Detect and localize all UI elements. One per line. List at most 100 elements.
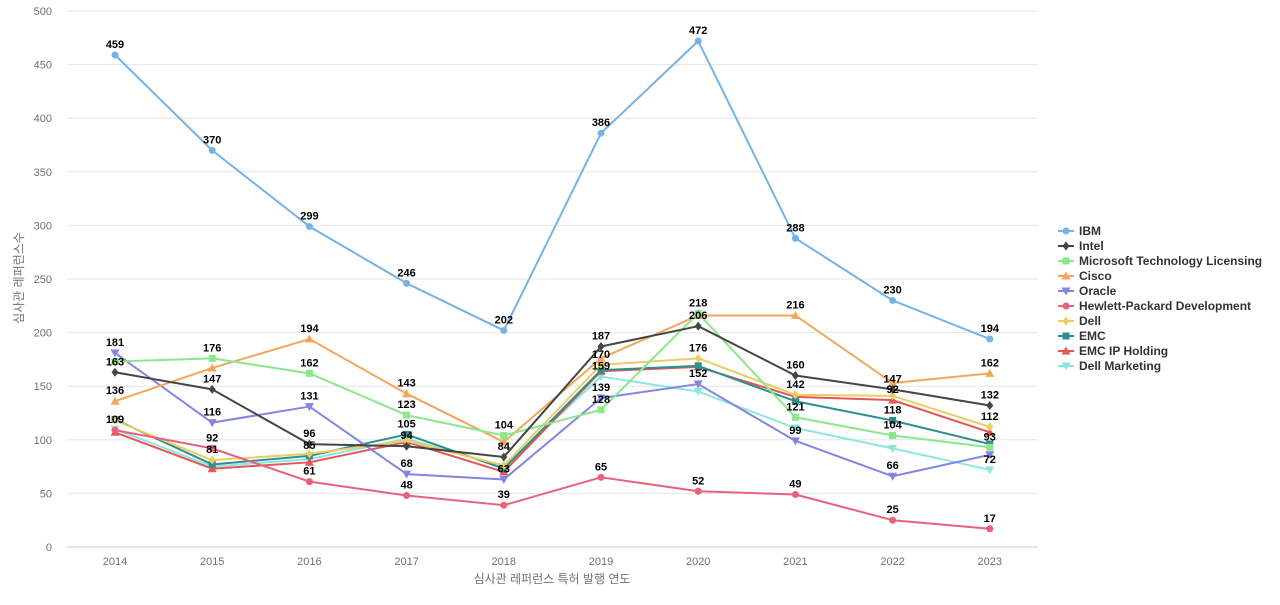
- data-point[interactable]: [500, 432, 508, 440]
- data-point[interactable]: [888, 472, 898, 481]
- legend-marker-icon[interactable]: [1062, 302, 1070, 310]
- data-point[interactable]: [791, 413, 799, 421]
- data-point[interactable]: [110, 396, 120, 405]
- data-point[interactable]: [305, 222, 313, 230]
- data-point[interactable]: [208, 354, 216, 362]
- data-point[interactable]: [500, 461, 508, 471]
- data-point[interactable]: [791, 234, 799, 242]
- data-point[interactable]: [499, 437, 509, 446]
- legend-item[interactable]: Hewlett-Packard Development: [1058, 299, 1251, 313]
- data-point[interactable]: [985, 466, 995, 475]
- data-point[interactable]: [402, 389, 412, 398]
- data-point[interactable]: [111, 367, 119, 377]
- legend-item[interactable]: EMC: [1058, 329, 1106, 343]
- data-point[interactable]: [403, 411, 411, 419]
- data-point[interactable]: [304, 403, 314, 412]
- data-point[interactable]: [889, 516, 897, 524]
- data-point[interactable]: [790, 437, 800, 446]
- data-point[interactable]: [888, 444, 898, 453]
- legend-marker-icon[interactable]: [1062, 257, 1070, 265]
- data-point[interactable]: [694, 353, 702, 363]
- data-point[interactable]: [694, 362, 702, 370]
- data-point[interactable]: [597, 360, 605, 370]
- data-point[interactable]: [597, 129, 605, 137]
- data-point[interactable]: [500, 452, 508, 462]
- data-point[interactable]: [403, 492, 411, 500]
- legend-item[interactable]: Intel: [1058, 239, 1104, 253]
- data-point[interactable]: [889, 417, 897, 425]
- data-point[interactable]: [305, 439, 313, 449]
- data-point[interactable]: [985, 368, 995, 377]
- legend-item[interactable]: Microsoft Technology Licensing: [1058, 254, 1262, 268]
- data-point[interactable]: [888, 378, 898, 387]
- data-point[interactable]: [111, 358, 119, 366]
- data-point[interactable]: [305, 449, 313, 459]
- data-point[interactable]: [403, 430, 411, 438]
- data-point[interactable]: [403, 441, 411, 451]
- legend-marker-icon[interactable]: [1062, 332, 1070, 340]
- data-point[interactable]: [596, 353, 606, 362]
- legend-marker-icon[interactable]: [1062, 316, 1070, 326]
- data-point[interactable]: [790, 310, 800, 319]
- data-point[interactable]: [889, 384, 897, 394]
- data-point[interactable]: [986, 525, 994, 533]
- data-point[interactable]: [500, 501, 508, 509]
- legend-item[interactable]: Cisco: [1058, 269, 1112, 283]
- legend-item[interactable]: EMC IP Holding: [1058, 344, 1168, 358]
- data-point[interactable]: [208, 444, 216, 452]
- data-point[interactable]: [110, 349, 120, 358]
- data-point[interactable]: [402, 470, 412, 479]
- data-point[interactable]: [889, 432, 897, 440]
- legend-item[interactable]: Oracle: [1058, 284, 1117, 298]
- data-point[interactable]: [694, 487, 702, 495]
- data-point[interactable]: [693, 388, 703, 397]
- data-point[interactable]: [597, 366, 605, 374]
- data-point[interactable]: [985, 427, 995, 436]
- legend-item[interactable]: IBM: [1058, 224, 1101, 238]
- data-point[interactable]: [790, 424, 800, 433]
- data-point[interactable]: [889, 296, 897, 304]
- data-point[interactable]: [500, 326, 508, 334]
- data-point[interactable]: [986, 335, 994, 343]
- data-point[interactable]: [208, 146, 216, 154]
- data-point[interactable]: [694, 321, 702, 331]
- data-point[interactable]: [208, 455, 216, 465]
- data-point[interactable]: [986, 400, 994, 410]
- data-point[interactable]: [596, 394, 606, 403]
- data-point[interactable]: [986, 422, 994, 432]
- data-point[interactable]: [597, 406, 605, 414]
- data-point[interactable]: [596, 373, 606, 382]
- data-point[interactable]: [693, 380, 703, 389]
- legend-marker-icon[interactable]: [1061, 287, 1071, 296]
- data-point[interactable]: [111, 426, 119, 434]
- data-point[interactable]: [305, 369, 313, 377]
- data-point[interactable]: [111, 51, 119, 59]
- data-point[interactable]: [304, 457, 314, 466]
- data-point[interactable]: [597, 473, 605, 481]
- legend-marker-icon[interactable]: [1062, 227, 1070, 235]
- legend-item[interactable]: Dell: [1058, 314, 1101, 328]
- data-point[interactable]: [791, 370, 799, 380]
- data-point[interactable]: [499, 475, 509, 484]
- legend-item[interactable]: Dell Marketing: [1058, 359, 1161, 373]
- legend-marker-icon[interactable]: [1061, 271, 1071, 280]
- data-point[interactable]: [305, 478, 313, 486]
- data-point[interactable]: [694, 37, 702, 45]
- data-point[interactable]: [207, 464, 217, 473]
- data-point[interactable]: [985, 451, 995, 460]
- data-point[interactable]: [986, 443, 994, 451]
- data-point[interactable]: [403, 436, 411, 446]
- data-point[interactable]: [791, 390, 799, 400]
- data-point[interactable]: [304, 334, 314, 343]
- data-point[interactable]: [207, 419, 217, 428]
- legend-marker-icon[interactable]: [1061, 362, 1071, 371]
- data-point[interactable]: [403, 279, 411, 287]
- legend-marker-icon[interactable]: [1061, 346, 1071, 355]
- data-point[interactable]: [889, 391, 897, 401]
- legend-marker-icon[interactable]: [1062, 241, 1070, 251]
- data-point[interactable]: [208, 384, 216, 394]
- data-point[interactable]: [791, 397, 799, 405]
- data-point[interactable]: [597, 342, 605, 352]
- data-point[interactable]: [111, 416, 119, 426]
